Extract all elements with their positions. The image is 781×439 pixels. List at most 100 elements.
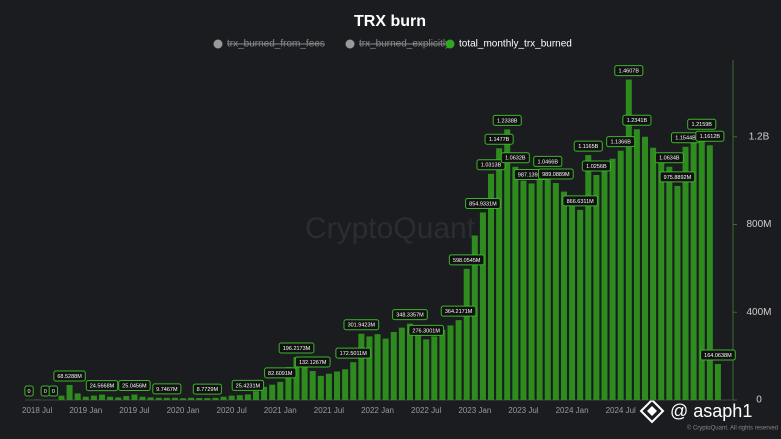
value-label-box (700, 349, 736, 361)
value-label-box (48, 385, 59, 397)
bar (504, 129, 511, 401)
bar (382, 338, 389, 400)
bar (488, 173, 495, 400)
value-label: 68.5288M (57, 374, 82, 380)
x-tick-label: 2024 Jul (606, 406, 636, 415)
value-label-box (573, 140, 603, 152)
bar (220, 396, 227, 400)
bar (58, 395, 65, 400)
bar (82, 396, 89, 400)
bar (674, 185, 681, 400)
value-label: 172.5011M (340, 351, 368, 357)
value-label: 1.0632B (505, 156, 526, 162)
x-tick-label: 2022 Jul (411, 406, 441, 415)
value-label: 1.1477B (489, 137, 510, 143)
value-label-box (538, 168, 574, 180)
value-label-box (392, 309, 428, 321)
bar (293, 356, 300, 400)
value-label: 164.0638M (704, 353, 732, 359)
value-label: 1.0466B (538, 159, 559, 165)
value-label: 1.1612B (700, 134, 721, 140)
bar (625, 79, 632, 401)
y-tick-label: 0 (756, 395, 762, 406)
value-label: 82.6091M (268, 371, 293, 377)
legend-label[interactable]: trx_burned_from_fees (227, 39, 325, 50)
x-tick-label: 2019 Jan (69, 406, 102, 415)
bar (317, 375, 324, 400)
bar (585, 155, 592, 400)
value-label-box (440, 305, 477, 317)
y-tick-label: 1.2B (749, 131, 770, 142)
bar (374, 334, 381, 400)
legend-label[interactable]: total_monthly_trx_burned (459, 39, 572, 50)
bar (334, 371, 341, 400)
credit: @ asaph1 (670, 401, 752, 421)
bar (350, 362, 357, 400)
bar (325, 373, 332, 400)
y-tick-label: 400M (746, 307, 771, 318)
x-tick-label: 2020 Jul (217, 406, 247, 415)
bar (528, 183, 535, 400)
value-label: 1.2338B (497, 118, 518, 124)
legend-swatch[interactable] (445, 39, 455, 49)
value-label-box (335, 347, 372, 359)
value-label-box (492, 114, 522, 126)
value-label: 1.1165B (578, 144, 598, 150)
value-label: 1.0256B (586, 164, 607, 170)
bar (252, 391, 259, 400)
x-tick-label: 2020 Jan (167, 406, 200, 415)
value-label: 25.0456M (122, 383, 147, 389)
bar (463, 268, 470, 400)
value-label-box (192, 383, 222, 395)
credit-logo (639, 398, 665, 424)
value-label: 975.8892M (664, 175, 692, 181)
bar (342, 369, 349, 400)
value-label-box (484, 133, 514, 145)
value-label-box (294, 356, 331, 368)
bar (196, 398, 203, 400)
value-label-box (278, 342, 315, 354)
bar (423, 339, 430, 400)
value-label-box (264, 367, 297, 379)
value-label-box (581, 160, 611, 172)
value-label: 989.0889M (542, 172, 570, 178)
value-label: 598.0545M (453, 258, 481, 264)
bar (714, 364, 721, 400)
y-tick-label: 800M (746, 219, 771, 230)
legend-swatch[interactable] (345, 39, 355, 49)
bar (642, 136, 649, 400)
bar (593, 175, 600, 400)
bar (398, 327, 405, 400)
value-label: 348.3357M (396, 313, 424, 319)
chart-title: TRX burn (354, 13, 426, 30)
bar (180, 398, 187, 400)
bar (131, 394, 138, 400)
value-label-box (562, 195, 599, 207)
value-label-box (476, 159, 506, 171)
legend-label[interactable]: trx_burned_explicitly (359, 39, 450, 50)
bar (107, 396, 114, 400)
x-tick-label: 2023 Jul (508, 406, 538, 415)
value-label-box (622, 114, 652, 126)
bar (309, 371, 316, 400)
x-tick-label: 2021 Jul (314, 406, 344, 415)
value-label-box (53, 370, 86, 382)
bar (74, 393, 81, 400)
bar (601, 163, 608, 400)
value-label: 8.7729M (197, 387, 219, 393)
value-label: 1.1366B (610, 140, 631, 146)
bar (666, 166, 673, 400)
bar (479, 212, 486, 400)
legend-swatch[interactable] (213, 39, 223, 49)
bar (163, 397, 170, 400)
bar (682, 146, 689, 400)
value-label: 25.4231M (236, 383, 261, 389)
value-label: 301.9423M (348, 323, 376, 329)
bar (577, 209, 584, 400)
value-label-box (231, 379, 265, 391)
bar (204, 398, 211, 400)
value-label: 1.0313B (481, 163, 502, 169)
bar (261, 386, 268, 400)
bar (439, 329, 446, 400)
